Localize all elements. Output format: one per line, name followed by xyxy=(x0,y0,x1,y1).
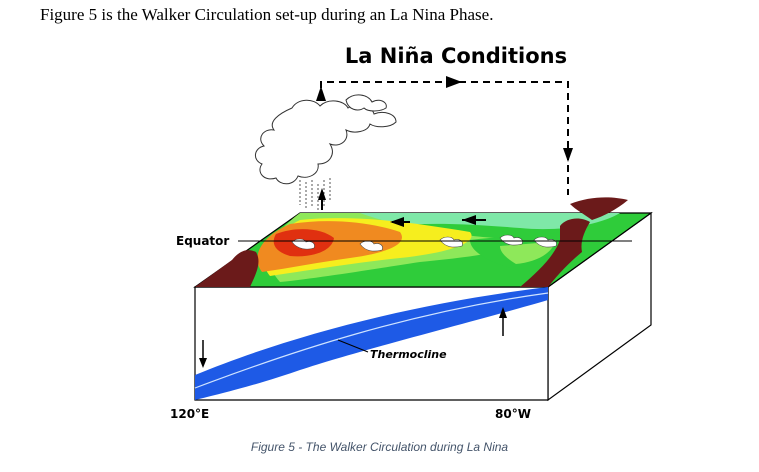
down-arrow-icon xyxy=(199,358,207,368)
thermocline-layer xyxy=(195,287,548,400)
right-arrow-icon xyxy=(446,76,462,88)
thermocline-line xyxy=(194,292,549,389)
thermocline-label: Thermocline xyxy=(370,348,447,361)
sea-surface-temperature-map xyxy=(193,197,653,288)
cloud-icon xyxy=(255,94,397,185)
up-arrow-icon xyxy=(499,307,507,318)
diagram-title: La Niña Conditions xyxy=(345,44,567,68)
rain-lines xyxy=(299,178,331,212)
left-arrow-icon xyxy=(390,217,404,227)
intro-text: Figure 5 is the Walker Circulation set-u… xyxy=(40,5,494,24)
left-longitude-label: 120°E xyxy=(170,407,209,421)
right-longitude-label: 80°W xyxy=(495,407,531,421)
upper-air-circulation xyxy=(316,76,573,195)
land-west xyxy=(195,250,259,287)
figure-caption: Figure 5 - The Walker Circulation during… xyxy=(250,440,509,454)
equator-label: Equator xyxy=(176,234,229,248)
down-arrow-icon xyxy=(563,148,573,162)
land-east xyxy=(520,218,590,287)
land-northeast xyxy=(570,197,628,220)
left-arrow-icon xyxy=(462,215,476,225)
up-arrow-icon xyxy=(318,188,326,200)
up-arrow-icon xyxy=(316,86,326,101)
